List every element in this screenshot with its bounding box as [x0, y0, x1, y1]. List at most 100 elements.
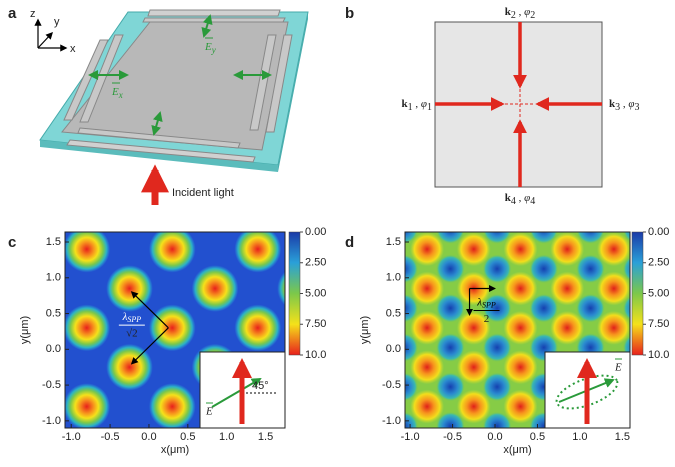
intensity-spot [148, 383, 196, 428]
y-tick-label: 1.0 [386, 272, 401, 284]
intensity-spot [456, 232, 491, 267]
y-tick-label: -0.5 [382, 379, 401, 391]
y-tick-label: -0.5 [42, 379, 61, 391]
intensity-spot [234, 232, 282, 273]
intensity-minimum [669, 215, 675, 244]
intensity-spot [457, 193, 491, 227]
x-tick-label: 0.5 [530, 431, 545, 443]
x-tick-label: 1.5 [258, 431, 273, 443]
intensity-minimum [529, 254, 559, 284]
text-part: 3 [634, 102, 639, 113]
intensity-spot [503, 271, 538, 306]
intensity-minimum [405, 372, 419, 402]
intensity-minimum [405, 333, 419, 362]
separator: , [620, 98, 628, 110]
annotation-numerator: λSPP [476, 296, 496, 309]
text-part: 2 [511, 10, 516, 21]
intensity-minimum [482, 293, 512, 323]
intensity-minimum [529, 293, 559, 323]
y-tick-label: -1.0 [382, 415, 401, 427]
text-part: 4 [511, 196, 516, 207]
colorbar-tick-label: 5.00 [648, 287, 669, 299]
intensity-spot [148, 232, 196, 273]
text-part: E [204, 41, 212, 53]
text-part: φ [421, 98, 427, 110]
intensity-minimum [669, 333, 675, 362]
intensity-minimum [623, 232, 630, 242]
intensity-minimum [669, 294, 675, 323]
colorbar [288, 231, 301, 356]
intensity-spot [122, 232, 137, 234]
intensity-spot [363, 193, 397, 227]
colorbar-tick-label: 7.50 [305, 318, 326, 330]
intensity-minimum [529, 232, 559, 244]
y-tick-label: 0.0 [386, 343, 401, 355]
x-axis-label: x(μm) [161, 444, 189, 456]
text-part: SPP [482, 300, 496, 309]
text-part: k [609, 98, 616, 110]
intensity-spot [644, 429, 675, 463]
y-tick-label: 0.0 [46, 343, 61, 355]
intensity-spot [503, 389, 538, 424]
intensity-spot [596, 310, 630, 345]
x-tick-label: 1.5 [615, 431, 630, 443]
intensity-spot [65, 304, 111, 352]
intensity-minimum [405, 254, 419, 284]
beam-label: k4 , φ4 [505, 192, 535, 208]
text-part: k [505, 6, 512, 18]
y-tick-label: 1.0 [46, 272, 61, 284]
field-label: Ex [111, 86, 123, 101]
text-part: 3 [615, 102, 620, 113]
intensity-spot [410, 310, 445, 345]
intensity-minimum [482, 254, 512, 284]
colorbar-tick-label: 0.00 [305, 226, 326, 238]
y-tick-label: -1.0 [42, 415, 61, 427]
x-tick-label: 1.0 [572, 431, 587, 443]
y-tick-label: 1.5 [46, 236, 61, 248]
separator: , [413, 98, 421, 110]
y-axis-label: y(μm) [19, 316, 31, 344]
intensity-spot [410, 193, 444, 227]
intensity-spot [65, 383, 111, 428]
separator: , [516, 192, 524, 204]
intensity-spot [234, 304, 282, 352]
panel-letter: b [345, 5, 354, 22]
plot-frame [404, 231, 631, 429]
colorbar [631, 231, 644, 356]
intensity-spot [106, 343, 153, 391]
intensity-minimum [482, 232, 512, 244]
text-part: λ [476, 296, 482, 308]
angle-label: 45° [252, 380, 269, 392]
intensity-minimum [482, 372, 512, 402]
separator: , [516, 6, 524, 18]
distance-arrow [130, 327, 169, 365]
intensity-minimum [669, 254, 675, 283]
intensity-spot [596, 232, 630, 267]
intensity-spot [597, 193, 631, 227]
intensity-minimum [435, 293, 465, 323]
text-part: k [505, 192, 512, 204]
intensity-minimum [669, 412, 675, 441]
plot-frame [64, 231, 286, 429]
intensity-minimum [482, 411, 512, 428]
intensity-minimum [405, 411, 419, 428]
y-tick-label: 1.5 [386, 236, 401, 248]
axis-label: y [54, 16, 60, 28]
intensity-minimum [436, 232, 465, 244]
intensity-spot [644, 193, 675, 227]
text-part: 4 [530, 196, 535, 207]
x-tick-label: 1.0 [219, 431, 234, 443]
annotation-denominator: 2 [484, 313, 490, 325]
colorbar-tick-label: 5.00 [305, 287, 326, 299]
intensity-minimum [622, 295, 630, 321]
polarization [211, 377, 262, 408]
intensity-minimum [622, 256, 630, 282]
intensity-spot [410, 271, 445, 306]
x-tick-label: -1.0 [62, 431, 81, 443]
intensity-spot [550, 193, 584, 227]
intensity-spot [456, 350, 491, 385]
colorbar-tick-label: 7.50 [648, 318, 669, 330]
